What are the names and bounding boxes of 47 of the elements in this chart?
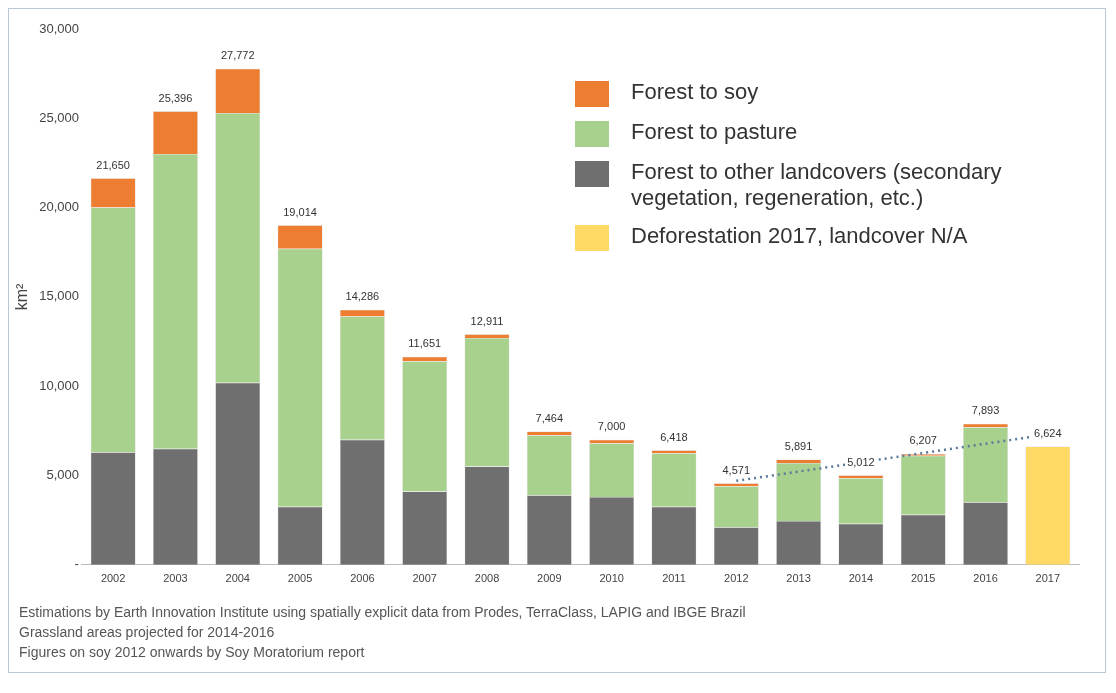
total-label: 5,012 [847,455,875,468]
text: Figures on soy 2012 onwards by Soy Moratorium report [19,643,366,662]
total-label: 21,650 [96,158,130,171]
x-tick-label: 2011 [662,572,686,585]
y-tick-label: 15,000 [39,288,79,304]
x-tick-label: 2017 [1035,572,1061,585]
total-label: 5,891 [784,440,813,453]
x-tick-label: 2006 [350,572,375,585]
legend-label: Forest to other landcovers (secondary vegetation, regeneration, etc.) [631,159,1003,211]
total-label: 4,571 [722,463,751,476]
total-label: 6,624 [1034,427,1062,440]
x-tick-label: 2016 [973,572,998,585]
x-tick-label: 2014 [848,572,874,585]
total-label: 27,772 [220,49,255,62]
legend-label: Forest to pasture [631,119,798,145]
x-tick-label: 2015 [910,572,936,585]
total-label: 12,911 [470,314,504,327]
legend-label: Deforestation 2017, landcover N/A [631,223,968,249]
x-tick-label: 2002 [100,572,126,585]
y-tick-label: 20,000 [39,199,79,215]
x-tick-label: 2009 [537,572,562,585]
y-tick-label: - [74,556,79,572]
total-label: 7,464 [535,412,564,425]
total-label: 19,014 [283,205,317,218]
text: Grassland areas projected for 2014-2016 [19,623,276,642]
total-label: 6,207 [909,434,937,447]
total-label: 6,418 [660,430,688,443]
total-label: 25,396 [158,91,193,104]
y-tick-label: 10,000 [39,377,79,393]
total-label: 7,893 [971,404,1000,417]
legend-label: Forest to soy [631,79,759,105]
y-tick-label: 30,000 [39,20,79,36]
x-tick-label: 2008 [474,572,500,585]
text: Estimations by Earth Innovation Institute using spatially explicit data from Prodes, TerraClass, LAPIG and IBGE Brazil [19,603,747,622]
x-tick-label: 2010 [599,572,624,585]
x-tick-label: 2007 [412,572,437,585]
x-tick-label: 2003 [163,572,188,585]
total-label: 14,286 [345,290,380,303]
total-label: 11,651 [408,337,442,350]
total-label: 7,000 [597,420,626,433]
x-tick-label: 2013 [786,572,811,585]
y-axis-title: km² [13,282,31,311]
y-tick-label: 5,000 [46,467,79,483]
x-tick-label: 2012 [724,572,749,585]
y-tick-label: 25,000 [39,109,79,125]
x-tick-label: 2005 [287,572,313,585]
x-tick-label: 2004 [225,572,250,585]
